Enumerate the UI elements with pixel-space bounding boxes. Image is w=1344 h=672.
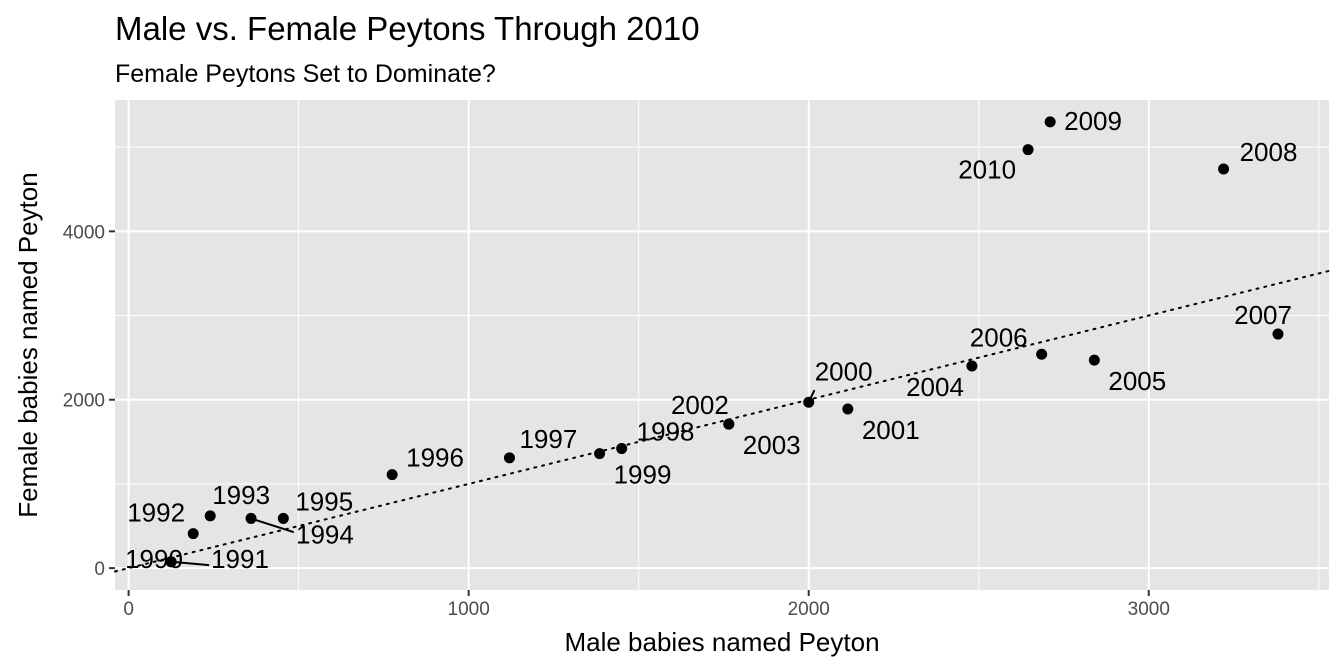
x-axis-title: Male babies named Peyton [564, 627, 879, 657]
point-label: 1997 [519, 424, 577, 454]
x-tick-label: 0 [123, 599, 134, 620]
y-axis: 0 2000 4000 [63, 222, 115, 580]
data-point [803, 396, 815, 408]
y-tick-label: 4000 [63, 222, 105, 243]
data-point [594, 448, 606, 460]
data-point [616, 443, 628, 455]
y-axis-title: Female babies named Peyton [13, 172, 43, 517]
point-label: 2004 [906, 372, 964, 402]
point-label: 2000 [815, 356, 873, 386]
point-label: 1993 [212, 480, 270, 510]
data-point [1088, 354, 1100, 366]
point-label: 2007 [1234, 300, 1292, 330]
data-point [165, 556, 177, 568]
point-label: 1994 [296, 519, 354, 549]
data-point [966, 360, 978, 372]
plot-panel [115, 100, 1329, 590]
trend-line [114, 269, 1330, 573]
point-label: 1995 [295, 486, 353, 516]
label-connector [250, 517, 295, 534]
point-label: 1991 [211, 544, 269, 574]
point-label: 1996 [406, 443, 464, 473]
grid-minor [115, 100, 1329, 590]
data-point [1218, 163, 1230, 175]
data-point [277, 512, 289, 524]
data-point [204, 510, 216, 522]
point-label: 1990 [125, 544, 183, 574]
data-point [1044, 116, 1056, 128]
x-tick-label: 1000 [448, 599, 490, 620]
data-point [842, 403, 854, 415]
point-label: 1992 [127, 498, 185, 528]
point-label: 2009 [1064, 106, 1122, 136]
data-point [187, 528, 199, 540]
label-connector [171, 560, 210, 567]
chart-title: Male vs. Female Peytons Through 2010 [115, 10, 700, 47]
point-label: 2005 [1108, 366, 1166, 396]
data-point [386, 469, 398, 481]
x-axis: 0 1000 2000 3000 [123, 590, 1170, 620]
point-label: 2003 [743, 430, 801, 460]
data-point [1036, 348, 1048, 360]
data-points [165, 116, 1284, 568]
point-label: 1998 [637, 417, 695, 447]
point-label: 2008 [1240, 137, 1298, 167]
data-point [723, 418, 735, 430]
x-tick-label: 3000 [1128, 599, 1170, 620]
grid-major [115, 100, 1329, 590]
data-point [1272, 328, 1284, 340]
point-label: 1999 [614, 460, 672, 490]
point-label: 2010 [958, 155, 1016, 185]
y-tick-label: 2000 [63, 391, 105, 412]
point-label: 2002 [671, 390, 729, 420]
point-label: 2006 [970, 322, 1028, 352]
x-tick-label: 2000 [788, 599, 830, 620]
chart-subtitle: Female Peytons Set to Dominate? [115, 60, 496, 88]
point-label: 2001 [862, 415, 920, 445]
y-tick-label: 0 [94, 559, 105, 580]
data-point [245, 512, 257, 524]
data-point [1022, 144, 1034, 156]
data-point [503, 452, 515, 464]
